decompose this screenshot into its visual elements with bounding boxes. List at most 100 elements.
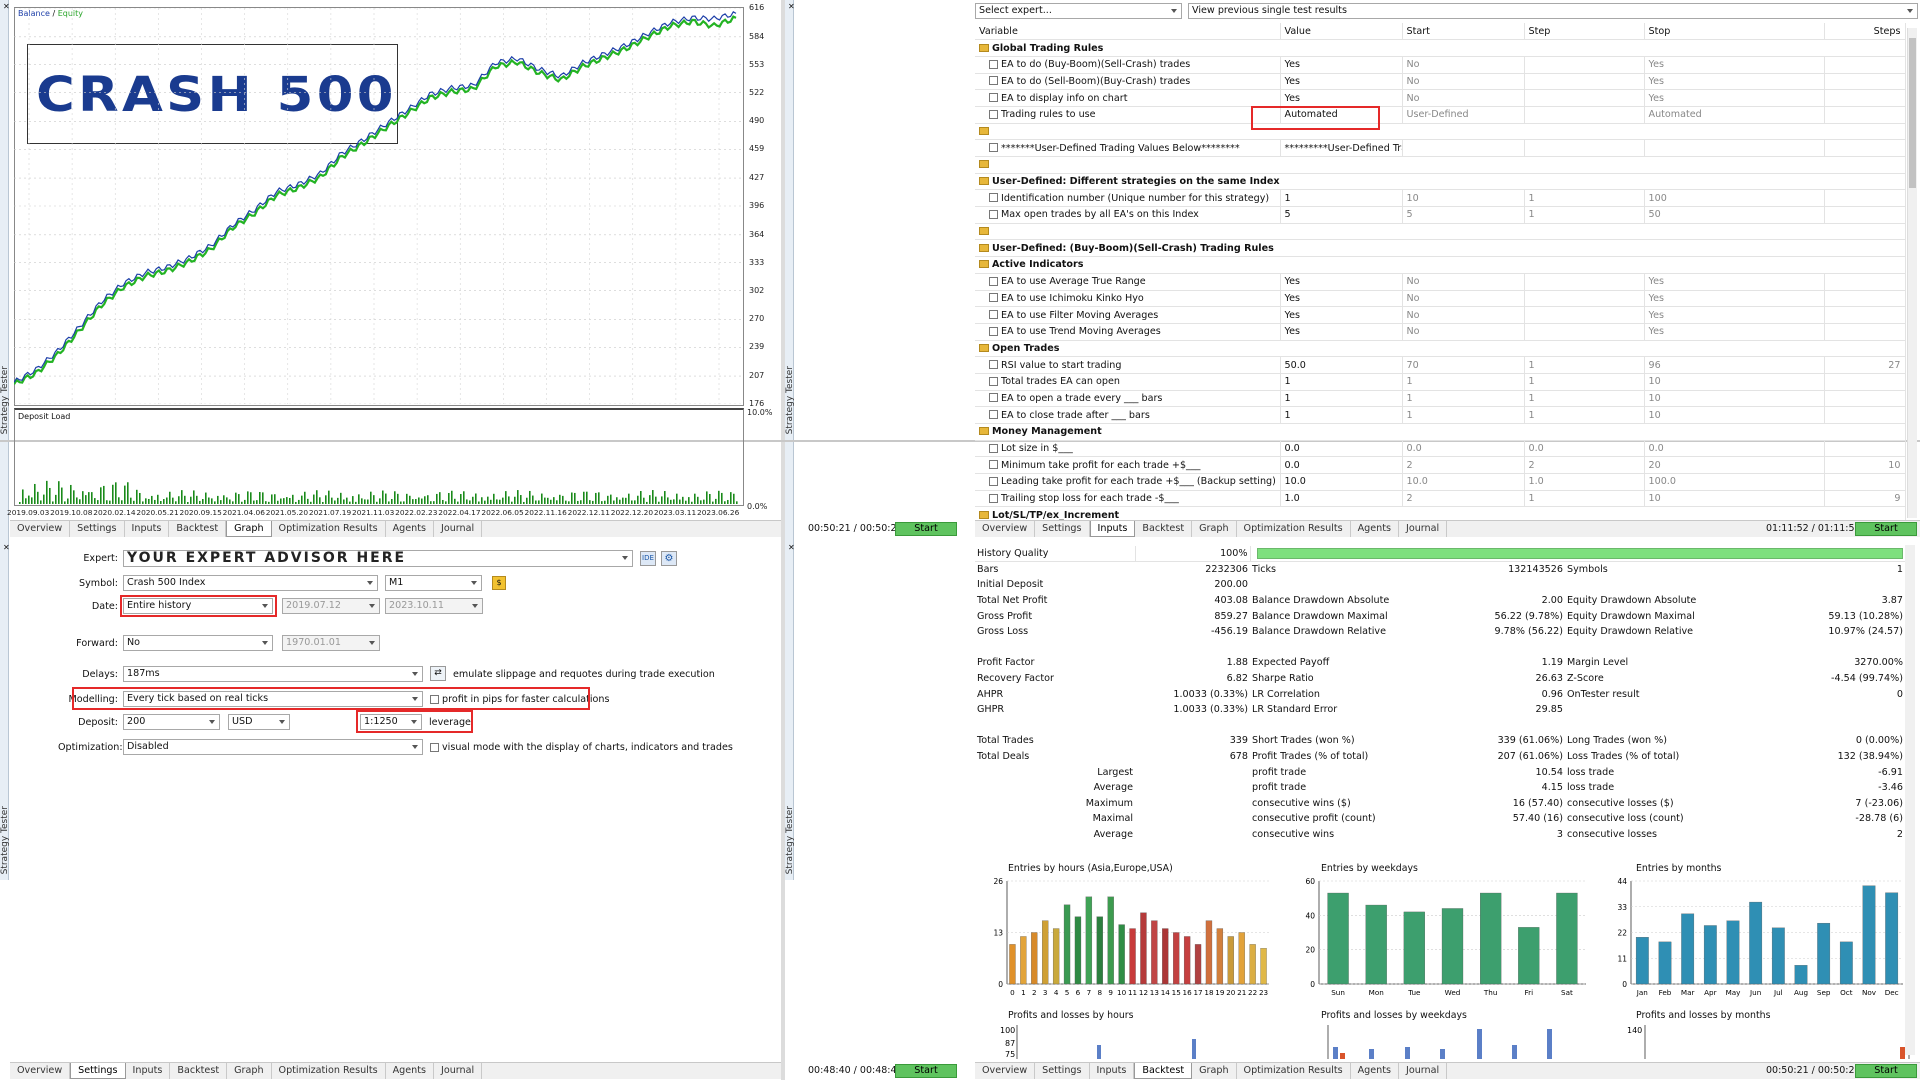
input-group-row[interactable]: Open Trades <box>975 340 1906 358</box>
inputs-scrollbar[interactable] <box>1907 28 1917 518</box>
input-cell-start[interactable]: 2 <box>1402 456 1525 475</box>
input-cell-steps[interactable] <box>1824 373 1906 391</box>
input-cell-start[interactable]: 1 <box>1402 406 1525 424</box>
input-cell-steps[interactable] <box>1824 273 1906 291</box>
input-cell-stop[interactable]: 10 <box>1644 406 1825 424</box>
input-row[interactable]: EA to open a trade every ___ bars 1 1 1 10 <box>975 390 1906 408</box>
input-group-row[interactable] <box>975 156 1906 174</box>
input-cell-start[interactable]: 10 <box>1402 189 1525 208</box>
input-cell-stop[interactable]: Yes <box>1644 290 1825 308</box>
input-row[interactable]: Trading rules to use Automated User-Define… <box>975 106 1906 124</box>
input-cell-start[interactable]: No <box>1402 323 1525 341</box>
optimize-checkbox[interactable] <box>989 326 998 336</box>
tab-settings[interactable]: Settings <box>70 1063 126 1079</box>
input-cell-start[interactable]: 2 <box>1402 490 1525 508</box>
tab-journal[interactable]: Journal <box>1399 1063 1448 1079</box>
gear-icon[interactable]: ⚙ <box>661 551 677 566</box>
input-cell-stop[interactable]: Yes <box>1644 73 1825 91</box>
input-row[interactable]: Trailing stop loss for each trade -$___ 1… <box>975 490 1906 508</box>
optimize-checkbox[interactable] <box>989 143 998 153</box>
optimize-checkbox[interactable] <box>989 376 998 386</box>
input-cell-val[interactable]: Automated <box>1280 106 1403 124</box>
input-cell-steps[interactable] <box>1824 390 1906 408</box>
input-cell-start[interactable]: No <box>1402 89 1525 107</box>
input-cell-steps[interactable] <box>1824 56 1906 74</box>
tab-agents[interactable]: Agents <box>386 521 434 537</box>
input-cell-val[interactable]: 1 <box>1280 390 1403 408</box>
column-header[interactable]: Variable <box>975 23 1281 41</box>
tab-backtest[interactable]: Backtest <box>1135 521 1193 537</box>
panel-divider-h[interactable] <box>0 440 1920 442</box>
input-cell-val[interactable]: Yes <box>1280 89 1403 107</box>
input-cell-step[interactable] <box>1524 323 1645 341</box>
input-cell-stop[interactable]: Yes <box>1644 323 1825 341</box>
input-cell-steps[interactable] <box>1824 89 1906 107</box>
input-row[interactable]: EA to do (Sell-Boom)(Buy-Crash) trades Ye… <box>975 73 1906 91</box>
input-cell-step[interactable] <box>1524 290 1645 308</box>
symbol-properties-icon[interactable]: $ <box>492 576 506 590</box>
input-cell-val[interactable]: 0.0 <box>1280 456 1403 475</box>
input-cell-steps[interactable] <box>1824 189 1906 208</box>
view-previous-results-dropdown[interactable]: View previous single test results <box>1188 3 1918 19</box>
input-cell-step[interactable]: 2 <box>1524 456 1645 475</box>
input-cell-steps[interactable] <box>1824 106 1906 124</box>
input-cell-start[interactable]: No <box>1402 290 1525 308</box>
input-cell-stop[interactable]: 0.0 <box>1644 440 1825 458</box>
tab-overview[interactable]: Overview <box>975 1063 1036 1079</box>
pips-option[interactable]: profit in pips for faster calculations <box>430 694 609 705</box>
input-row[interactable]: Identification number (Unique number for… <box>975 189 1906 208</box>
panel-divider[interactable] <box>781 0 785 1080</box>
input-cell-val[interactable]: *********User-Defined Trading Values Bel… <box>1280 139 1403 157</box>
tab-overview[interactable]: Overview <box>975 521 1036 537</box>
input-cell-step[interactable]: 1 <box>1524 390 1645 408</box>
backtest-scrollbar[interactable] <box>1905 545 1915 1055</box>
tab-graph[interactable]: Graph <box>227 1063 272 1079</box>
close-icon[interactable]: ✕ <box>788 543 795 552</box>
column-header[interactable]: Stop <box>1644 23 1825 41</box>
input-cell-stop[interactable]: Yes <box>1644 89 1825 107</box>
input-cell-stop[interactable]: Yes <box>1644 273 1825 291</box>
input-cell-step[interactable] <box>1524 273 1645 291</box>
optimize-checkbox[interactable] <box>989 476 998 486</box>
input-cell-stop[interactable]: 10 <box>1644 390 1825 408</box>
tab-graph[interactable]: Graph <box>226 521 272 537</box>
input-cell-val[interactable]: Yes <box>1280 56 1403 74</box>
input-cell-stop[interactable]: 10 <box>1644 490 1825 508</box>
optimize-checkbox[interactable] <box>989 493 998 503</box>
optimize-checkbox[interactable] <box>989 393 998 403</box>
delays-select[interactable]: 187ms <box>123 666 423 682</box>
date-to-input[interactable]: 2023.10.11 <box>385 598 483 614</box>
input-cell-steps[interactable] <box>1824 406 1906 424</box>
input-cell-start[interactable]: 5 <box>1402 206 1525 224</box>
tab-overview[interactable]: Overview <box>10 1063 71 1079</box>
optimize-checkbox[interactable] <box>989 209 998 219</box>
column-header[interactable]: Start <box>1402 23 1525 41</box>
input-group-row[interactable]: Global Trading Rules <box>975 39 1906 57</box>
input-cell-steps[interactable]: 10 <box>1824 456 1906 475</box>
input-cell-start[interactable]: No <box>1402 306 1525 324</box>
input-cell-val[interactable]: Yes <box>1280 306 1403 324</box>
tab-agents[interactable]: Agents <box>1351 521 1399 537</box>
tab-inputs[interactable]: Inputs <box>125 521 170 537</box>
tab-backtest[interactable]: Backtest <box>170 1063 228 1079</box>
optimize-checkbox[interactable] <box>989 310 998 320</box>
input-cell-step[interactable] <box>1524 139 1645 157</box>
input-cell-step[interactable]: 1 <box>1524 373 1645 391</box>
tab-optimization-results[interactable]: Optimization Results <box>272 1063 386 1079</box>
optimize-checkbox[interactable] <box>989 93 998 103</box>
ide-icon[interactable]: IDE <box>640 551 656 566</box>
forward-select[interactable]: No <box>123 635 273 651</box>
input-group-row[interactable]: User-Defined: Different strategies on th… <box>975 173 1906 191</box>
input-cell-start[interactable]: User-Defined <box>1402 106 1525 124</box>
tab-inputs[interactable]: Inputs <box>1089 521 1136 537</box>
input-cell-start[interactable]: No <box>1402 56 1525 74</box>
tab-journal[interactable]: Journal <box>434 1063 483 1079</box>
start-button[interactable]: Start <box>1855 1064 1917 1078</box>
input-cell-steps[interactable] <box>1824 73 1906 91</box>
input-cell-step[interactable] <box>1524 73 1645 91</box>
input-cell-stop[interactable]: 100.0 <box>1644 473 1825 491</box>
optimize-checkbox[interactable] <box>989 410 998 420</box>
input-cell-val[interactable]: 50.0 <box>1280 356 1403 374</box>
tab-optimization-results[interactable]: Optimization Results <box>1237 521 1351 537</box>
input-cell-step[interactable] <box>1524 306 1645 324</box>
